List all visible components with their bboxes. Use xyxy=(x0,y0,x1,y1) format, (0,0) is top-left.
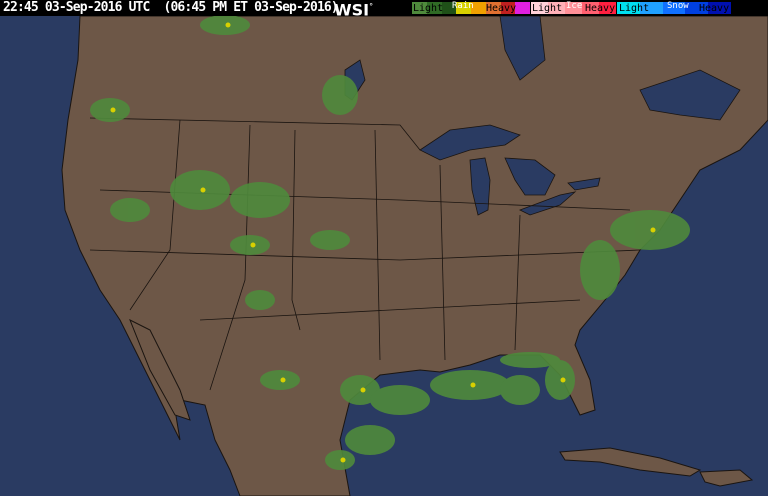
precip-echo xyxy=(90,98,130,122)
legend-ice-heavy: Heavy xyxy=(585,3,616,14)
legend-swatch xyxy=(471,2,486,14)
legend-rain-title: Rain xyxy=(452,1,474,11)
heavy-echo xyxy=(110,107,116,113)
heavy-echo xyxy=(650,227,656,233)
precipitation-echoes xyxy=(90,15,690,470)
precip-echo xyxy=(170,170,230,210)
precip-echo xyxy=(340,375,380,405)
heavy-echo xyxy=(250,242,256,248)
legend-swatch xyxy=(639,2,663,14)
legend-swatch xyxy=(548,2,565,14)
header-bar: 22:45 03-Sep-2016 UTC (06:45 PM ET 03-Se… xyxy=(0,0,768,20)
heavy-echo xyxy=(225,22,231,28)
precip-echo xyxy=(580,240,620,300)
precip-echo xyxy=(230,182,290,218)
legend-swatch xyxy=(412,2,427,14)
lake-ontario xyxy=(567,177,601,191)
legend-swatch xyxy=(531,2,548,14)
legend-rain xyxy=(412,2,530,14)
baja xyxy=(129,318,191,421)
heavy-precipitation-echoes xyxy=(110,22,656,463)
legend-snow-title: Snow xyxy=(667,1,689,11)
heavy-echo xyxy=(560,377,566,383)
legend-swatch xyxy=(599,2,616,14)
precip-echo xyxy=(322,75,358,115)
heavy-echo xyxy=(360,387,366,393)
lake-michigan xyxy=(469,157,491,216)
cuba xyxy=(559,447,702,477)
heavy-echo xyxy=(470,382,476,388)
precip-echo xyxy=(345,425,395,455)
legend-ice-title: Ice xyxy=(566,1,583,11)
lake-superior xyxy=(419,124,521,161)
legend-snow xyxy=(617,2,731,14)
precip-echo xyxy=(430,370,510,400)
legend-swatch xyxy=(617,2,640,14)
legend-ice xyxy=(531,2,616,14)
heavy-echo xyxy=(280,377,286,383)
legend-swatch xyxy=(685,2,709,14)
legend-swatch xyxy=(582,2,599,14)
precip-echo xyxy=(545,360,575,400)
legend-ice-light: Light xyxy=(532,3,563,14)
precip-echo xyxy=(245,290,275,310)
legend-swatch xyxy=(515,2,530,14)
heavy-echo xyxy=(200,187,206,193)
timestamp: 22:45 03-Sep-2016 UTC (06:45 PM ET 03-Se… xyxy=(3,0,339,15)
hispaniola xyxy=(699,469,754,487)
hudson-bay-inlet xyxy=(499,15,546,81)
lake-huron xyxy=(504,157,556,196)
precip-echo xyxy=(260,370,300,390)
lake-erie xyxy=(519,191,577,216)
precip-echo xyxy=(325,450,355,470)
precip-echo xyxy=(500,375,540,405)
state-borders xyxy=(89,117,641,391)
legend-rain-heavy: Heavy xyxy=(486,3,517,14)
legend-swatch xyxy=(708,2,731,14)
precip-echo xyxy=(370,385,430,415)
legend-swatch xyxy=(485,2,501,14)
gulf-st-lawrence xyxy=(639,69,741,121)
precip-echo xyxy=(110,198,150,222)
legend-swatch xyxy=(441,2,457,14)
precip-echo xyxy=(610,210,690,250)
legend-snow-light: Light xyxy=(619,3,650,14)
wsi-logo: WSI° xyxy=(334,0,374,20)
legend-swatch xyxy=(456,2,471,14)
precip-echo xyxy=(310,230,350,250)
legend-rain-light: Light xyxy=(413,3,444,14)
legend-swatch xyxy=(500,2,516,14)
precip-echo xyxy=(200,15,250,35)
legend-swatch xyxy=(662,2,686,14)
land-mass xyxy=(61,15,768,496)
precip-echo xyxy=(230,235,270,255)
heavy-echo xyxy=(340,457,346,463)
legend-swatch xyxy=(565,2,582,14)
legend-snow-heavy: Heavy xyxy=(699,3,730,14)
legend-swatch xyxy=(426,2,442,14)
precip-echo xyxy=(500,352,560,368)
